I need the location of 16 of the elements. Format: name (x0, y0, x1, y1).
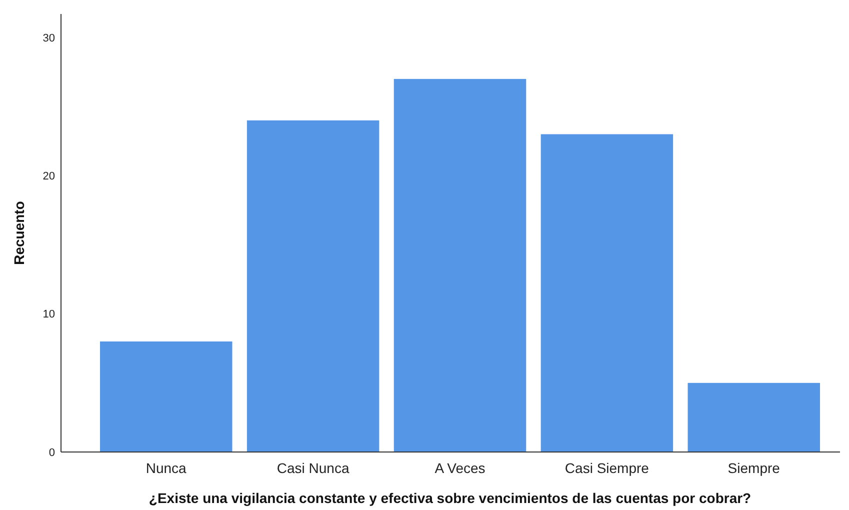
y-tick-label: 30 (42, 32, 55, 44)
y-tick-label: 20 (42, 170, 55, 183)
x-tick-label: Casi Nunca (276, 460, 350, 476)
bar (394, 78, 526, 452)
y-tick-label: 10 (42, 308, 55, 321)
y-tick-label: 0 (48, 446, 55, 459)
bar (540, 134, 674, 452)
y-axis-title: Recuento (11, 201, 27, 265)
x-tick-label: A Veces (434, 460, 486, 476)
bar (688, 382, 820, 452)
bar (100, 341, 232, 452)
x-tick-label: Nunca (146, 460, 187, 476)
x-axis-title: ¿Existe una vigilancia constante y efectiva sobre vencimientos de las cuentas por cobrar? (148, 490, 752, 506)
x-tick-label: Casi Siempre (564, 460, 650, 476)
x-tick-label: Siempre (728, 460, 780, 476)
bar (246, 120, 380, 452)
